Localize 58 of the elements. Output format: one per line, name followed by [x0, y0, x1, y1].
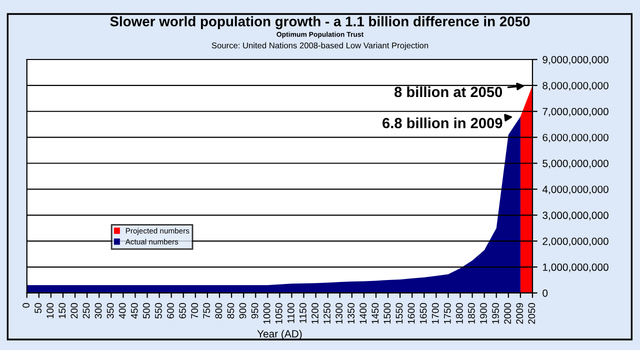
x-tick-label: 1650 — [420, 303, 427, 324]
x-tick-label: 1950 — [492, 303, 499, 324]
x-tick-label: 1900 — [480, 303, 487, 324]
x-tick-label: 550 — [155, 303, 162, 319]
x-tick-label: 250 — [82, 303, 90, 318]
x-tick-label: 0 — [22, 303, 30, 308]
x-tick-label: 1500 — [384, 303, 391, 324]
x-tick-label: 1300 — [336, 303, 342, 324]
source-note: Source: United Nations 2008-based Low Variant Projection — [212, 42, 428, 50]
x-tick-label: 1750 — [444, 303, 451, 324]
annotation: 6.8 billion in 2009 — [382, 118, 502, 128]
x-tick-label: 450 — [130, 303, 138, 319]
x-tick-label: 200 — [70, 303, 78, 318]
x-tick-label: 950 — [251, 303, 258, 318]
y-tick-label: 4,000,000,000 — [542, 186, 608, 194]
x-tick-label: 350 — [106, 303, 114, 319]
y-tick-label: 5,000,000,000 — [542, 160, 608, 168]
y-tick-label: 0 — [542, 289, 548, 297]
chart-title: Slower world population growth - a 1.1 billion difference in 2050 — [110, 16, 530, 30]
x-tick-label: 900 — [239, 303, 246, 318]
y-tick-label: 8,000,000,000 — [542, 82, 608, 91]
x-axis-title: Year (AD) — [257, 330, 302, 340]
x-tick-label: 500 — [142, 303, 150, 319]
x-tick-label: 150 — [58, 303, 66, 318]
x-tick-label: 100 — [46, 303, 54, 318]
x-tick-label: 1350 — [348, 303, 355, 324]
x-tick-label: 300 — [94, 303, 102, 319]
y-tick-label: 6,000,000,000 — [542, 134, 608, 142]
x-tick-label: 800 — [215, 303, 222, 318]
x-tick-label: 1700 — [432, 303, 439, 324]
x-tick-label: 2050 — [528, 303, 536, 324]
x-tick-label: 1000 — [263, 303, 270, 324]
x-tick-label: 700 — [191, 303, 198, 318]
x-tick-label: 1600 — [408, 303, 415, 324]
x-tick-label: 1050 — [275, 303, 282, 324]
x-tick-label: 650 — [179, 303, 186, 318]
y-tick-label: 1,000,000,000 — [542, 264, 608, 272]
y-tick-label: 3,000,000,000 — [542, 212, 608, 220]
x-tick-label: 2000 — [504, 303, 512, 324]
x-tick-label: 1100 — [287, 303, 294, 323]
x-tick-label: 1250 — [324, 303, 330, 324]
x-tick-label: 1450 — [372, 303, 379, 324]
x-tick-label: 50 — [34, 303, 42, 314]
x-tick-label: 750 — [203, 303, 210, 318]
x-tick-label: 1550 — [396, 303, 403, 324]
annotation: 8 billion at 2050 — [394, 86, 502, 98]
y-tick-label: 9,000,000,000 — [542, 56, 608, 65]
y-tick-label: 7,000,000,000 — [542, 108, 608, 116]
x-tick-label: 850 — [227, 303, 234, 318]
x-tick-label: 1150 — [299, 303, 306, 323]
x-tick-label: 400 — [118, 303, 126, 319]
x-tick-label: 2009 — [516, 303, 524, 324]
x-tick-label: 1400 — [360, 303, 367, 324]
x-tick-label: 1200 — [312, 303, 318, 324]
y-tick-label: 2,000,000,000 — [542, 238, 608, 246]
x-tick-label: 1800 — [456, 303, 463, 324]
x-tick-label: 600 — [167, 303, 174, 318]
x-tick-label: 1850 — [468, 303, 475, 324]
